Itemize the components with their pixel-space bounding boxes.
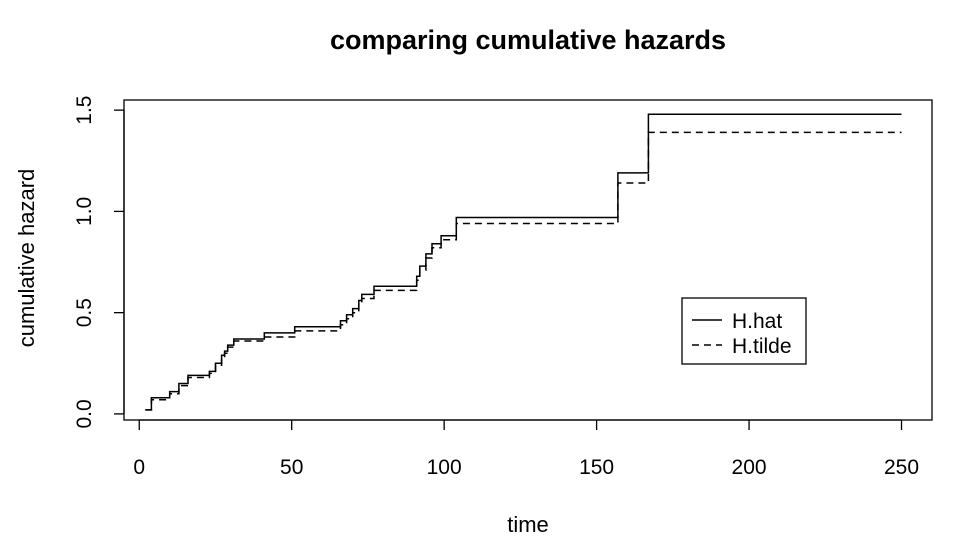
legend-label-h-hat: H.hat — [732, 310, 782, 333]
legend: H.hat H.tilde — [681, 297, 807, 365]
y-axis: 0.0 0.5 1.0 1.5 — [73, 96, 125, 429]
x-tick-label: 100 — [427, 456, 462, 479]
series-line-h-tilde — [145, 131, 902, 411]
x-tick-label: 50 — [280, 456, 303, 479]
series-layer — [145, 113, 902, 411]
x-tick-label: 150 — [579, 456, 614, 479]
y-tick-label: 1.0 — [73, 197, 96, 226]
y-tick-label: 1.5 — [73, 96, 96, 125]
series-line-h-hat — [145, 113, 902, 411]
x-tick-label: 0 — [133, 456, 145, 479]
y-axis-label: cumulative hazard — [14, 169, 39, 348]
x-axis-label: time — [507, 512, 549, 537]
x-tick-label: 200 — [732, 456, 767, 479]
x-axis: 0 50 100 150 200 250 — [133, 419, 919, 479]
plot-frame — [123, 99, 933, 421]
y-tick-label: 0.5 — [73, 298, 96, 327]
chart-title: comparing cumulative hazards — [330, 25, 726, 55]
x-tick-label: 250 — [884, 456, 919, 479]
y-tick-label: 0.0 — [73, 399, 96, 428]
legend-box — [681, 297, 807, 365]
legend-label-h-tilde: H.tilde — [732, 335, 792, 358]
